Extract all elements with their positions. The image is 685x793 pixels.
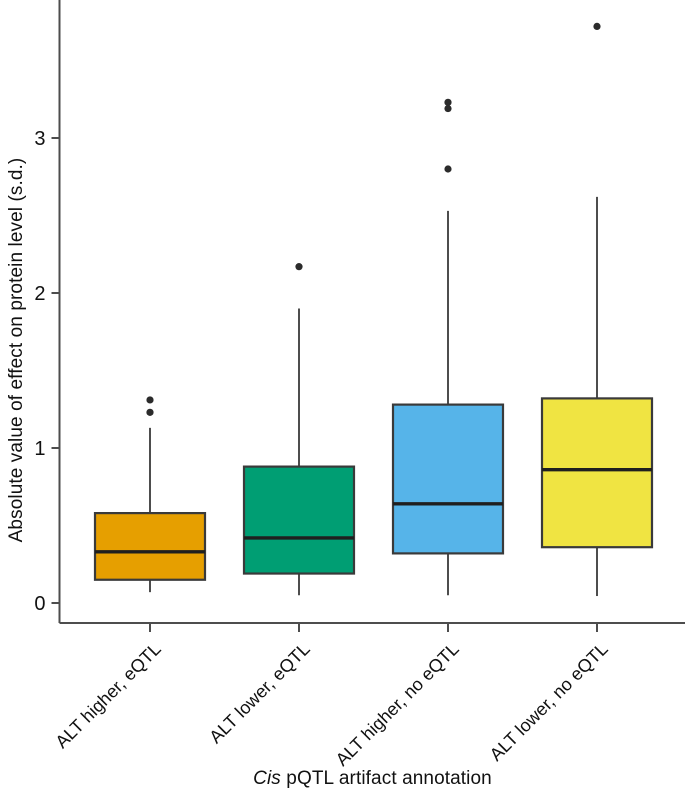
outlier-dot	[444, 98, 452, 106]
box-rect	[540, 397, 654, 549]
outlier-dot	[593, 22, 601, 30]
y-tick-label: 1	[34, 438, 45, 460]
category-label: ALT higher, no eQTL	[332, 639, 463, 770]
y-axis-title: Absolute value of effect on protein leve…	[6, 157, 27, 543]
x-axis-title-italic: Cis	[253, 768, 281, 789]
category-label: ALT lower, eQTL	[205, 639, 313, 747]
box-rect	[242, 465, 356, 575]
y-tick-label: 2	[34, 283, 45, 305]
outlier-dot	[444, 165, 452, 173]
category-label: ALT lower, no eQTL	[486, 639, 612, 765]
box-rect	[93, 511, 207, 581]
y-tick-label: 0	[34, 593, 45, 615]
outlier-dot	[295, 263, 303, 271]
outlier-dot	[146, 408, 154, 416]
y-tick-label: 3	[34, 128, 45, 150]
outlier-dot	[444, 104, 452, 113]
x-axis-title-text: pQTL artifact annotation	[280, 768, 492, 789]
x-axis-title: Cis pQTL artifact annotation	[60, 768, 685, 790]
box-rect	[391, 403, 505, 555]
category-label: ALT higher, eQTL	[51, 639, 164, 752]
outlier-dot	[146, 396, 154, 404]
